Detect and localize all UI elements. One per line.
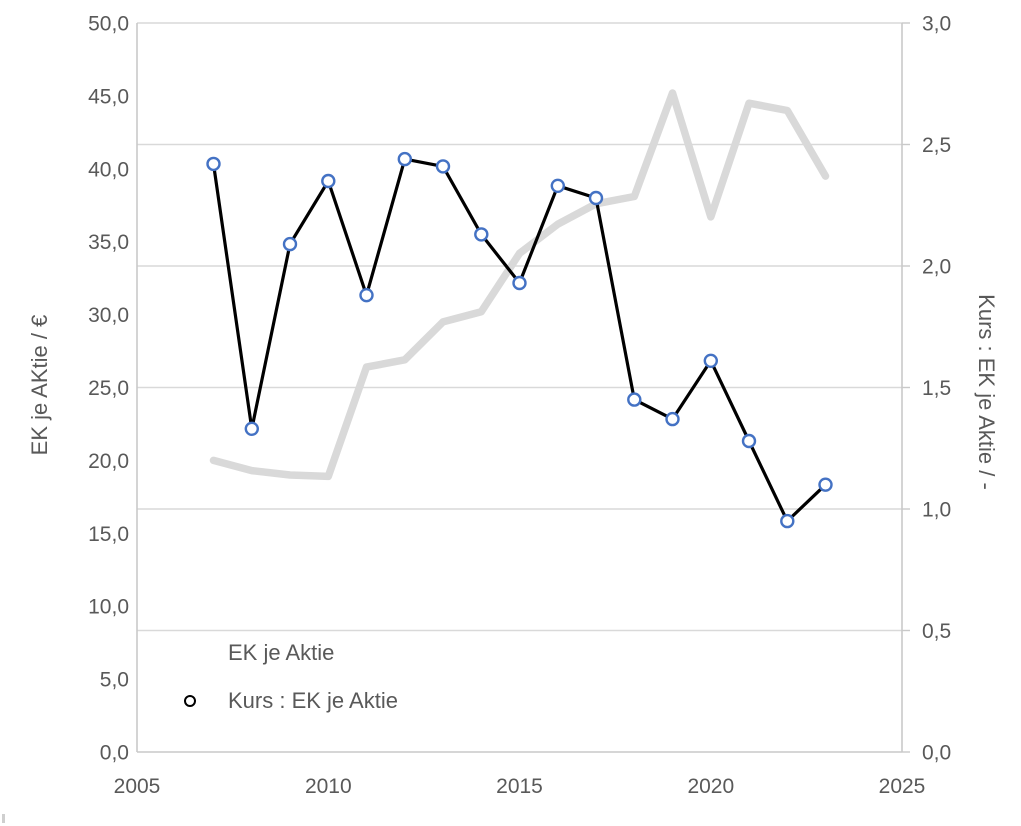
stray-mark xyxy=(2,814,5,823)
legend: EK je Aktie Kurs : EK je Aktie xyxy=(158,638,398,734)
gray-line-icon xyxy=(158,650,222,657)
right-axis-tick-label: 3,0 xyxy=(922,13,951,36)
data-point-marker[interactable] xyxy=(703,353,718,368)
right-axis-tick-label: 1,0 xyxy=(922,499,951,522)
right-axis-tick-label: 2,0 xyxy=(922,256,951,279)
data-point-marker[interactable] xyxy=(512,275,527,291)
left-axis-title: EK je AKtie / € xyxy=(27,314,52,456)
left-axis-tick-label: 45,0 xyxy=(88,85,129,108)
right-axis-title: Kurs : EK je Aktie / - xyxy=(974,294,999,490)
x-axis-tick-label: 2025 xyxy=(879,775,926,798)
legend-swatch-black-line-marker xyxy=(158,686,222,716)
left-axis-tick-label: 0,0 xyxy=(100,742,129,765)
right-axis-tick-label: 2,5 xyxy=(922,134,951,157)
circle-marker-icon xyxy=(184,695,196,707)
data-point-marker[interactable] xyxy=(359,288,374,303)
legend-label: Kurs : EK je Aktie xyxy=(228,688,398,713)
left-axis-tick-label: 15,0 xyxy=(88,523,129,546)
data-point-marker[interactable] xyxy=(665,411,680,427)
data-point-marker[interactable] xyxy=(435,159,451,174)
data-point-marker[interactable] xyxy=(780,513,795,529)
data-point-marker[interactable] xyxy=(588,190,604,206)
left-axis-tick-label: 30,0 xyxy=(88,304,129,327)
x-axis-tick-label: 2010 xyxy=(305,775,352,798)
legend-item-ek-je-aktie[interactable]: EK je Aktie xyxy=(158,638,398,668)
data-point-marker[interactable] xyxy=(550,178,565,194)
left-axis-tick-label: 20,0 xyxy=(88,450,129,473)
left-axis-tick-label: 25,0 xyxy=(88,377,129,400)
legend-label: EK je Aktie xyxy=(228,640,335,665)
x-axis-tick-label: 2015 xyxy=(496,775,543,798)
data-point-marker[interactable] xyxy=(321,173,336,189)
x-axis-tick-label: 2005 xyxy=(114,775,161,798)
left-axis-tick-label: 35,0 xyxy=(88,231,129,254)
data-point-marker[interactable] xyxy=(474,227,489,242)
left-axis-tick-label: 50,0 xyxy=(88,13,129,36)
data-point-marker[interactable] xyxy=(244,421,260,436)
legend-item-kurs-ek-je-aktie[interactable]: Kurs : EK je Aktie xyxy=(158,686,398,716)
data-point-marker[interactable] xyxy=(282,236,298,252)
data-point-marker[interactable] xyxy=(741,433,757,449)
data-point-marker[interactable] xyxy=(397,151,412,167)
right-axis-tick-label: 0,0 xyxy=(922,742,951,765)
series-line-0[interactable] xyxy=(209,89,830,481)
series-line-1[interactable] xyxy=(211,157,828,523)
data-point-marker[interactable] xyxy=(818,477,833,492)
left-axis-tick-label: 5,0 xyxy=(100,669,129,692)
left-axis-tick-label: 10,0 xyxy=(88,596,129,619)
right-axis-tick-label: 0,5 xyxy=(922,620,951,643)
left-axis-tick-label: 40,0 xyxy=(88,158,129,181)
x-axis-tick-label: 2020 xyxy=(687,775,734,798)
data-point-marker[interactable] xyxy=(627,392,642,407)
right-axis-tick-label: 1,5 xyxy=(922,377,951,400)
legend-swatch-gray-line xyxy=(158,638,222,668)
data-point-marker[interactable] xyxy=(206,156,221,172)
